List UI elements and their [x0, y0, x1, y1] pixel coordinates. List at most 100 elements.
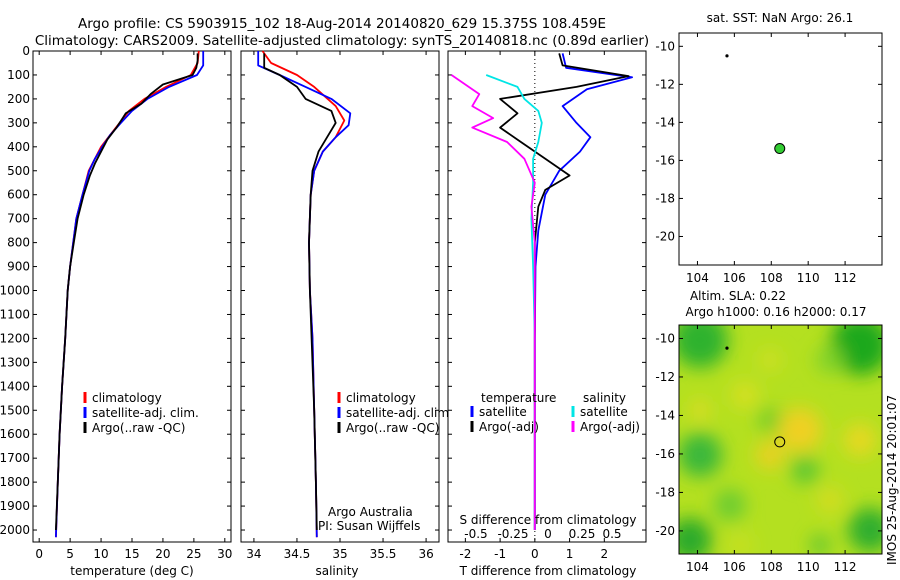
- x-tick-label: 0: [531, 547, 539, 561]
- x-tick-label: 25: [186, 547, 201, 561]
- sla-heat-blob: [816, 346, 844, 374]
- salinity-annotation-1: Argo Australia: [328, 505, 413, 519]
- y-tick-label: 700: [7, 212, 30, 226]
- footer-stamp: IMOS 25-Aug-2014 20:01:07: [885, 395, 899, 565]
- legend-label: Argo(..raw -QC): [346, 421, 439, 435]
- y-tick-label: 300: [7, 116, 30, 130]
- y-tick-label: 200: [7, 92, 30, 106]
- x-tick-label: 5: [66, 547, 74, 561]
- header-line1: Argo profile: CS 5903915_102 18-Aug-2014…: [78, 16, 606, 32]
- header-line2: Climatology: CARS2009. Satellite-adjuste…: [35, 33, 649, 49]
- map-y-tick-label: -12: [655, 370, 675, 384]
- y-tick-label: 1000: [0, 284, 30, 298]
- legend-label: satellite-adj. clim.: [92, 406, 199, 420]
- difference-frame: [447, 50, 647, 543]
- sla-heatmap: [679, 325, 882, 554]
- sla-heat-blob: [810, 535, 830, 554]
- difference-panel: -2 -1 0 1 2-0.5 -0.25 0 0.25 0.5 temperature sali…: [447, 50, 647, 578]
- map-y-tick-label: -20: [655, 524, 675, 538]
- map-y-tick-label: -16: [655, 447, 675, 461]
- sla-map-title-1: Altim. SLA: 0.22: [690, 289, 786, 303]
- legend-label: satellite: [580, 405, 628, 419]
- x-tick-label: 30: [217, 547, 232, 561]
- s-tick-label: 0: [544, 527, 552, 541]
- map-x-tick-label: 110: [797, 560, 820, 574]
- y-tick-label: 1600: [0, 427, 30, 441]
- series-line-argo-raw-qc-: [263, 53, 337, 531]
- legend-label: satellite-adj. clim.: [346, 406, 453, 420]
- salinity-frame: [240, 50, 440, 543]
- s-tick-label: 0.25: [569, 527, 596, 541]
- sla-heat-blob: [760, 350, 780, 370]
- map-x-tick-label: 106: [723, 271, 746, 285]
- series-line-s-argo-adj-: [450, 74, 536, 530]
- sla-heat-blob: [791, 456, 819, 484]
- x-tick-label: 36: [418, 547, 433, 561]
- y-tick-label: 2000: [0, 523, 30, 537]
- y-tick-label: 1400: [0, 379, 30, 393]
- y-tick-label: 1300: [0, 355, 30, 369]
- series-line-s-satellite: [485, 74, 543, 530]
- x-tick-label: 35: [332, 547, 347, 561]
- y-tick-label: 1800: [0, 475, 30, 489]
- y-tick-label: 100: [7, 68, 30, 82]
- map-x-tick-label: 112: [834, 271, 857, 285]
- float-start-star-mark: [725, 346, 729, 350]
- x-tick-label: 1: [566, 547, 574, 561]
- y-tick-label: 800: [7, 236, 30, 250]
- x-tick-label: 34.5: [284, 547, 311, 561]
- map-y-tick-label: -20: [655, 229, 675, 243]
- sla-heat-blob: [679, 518, 712, 554]
- x-tick-label: 15: [124, 547, 139, 561]
- sla-heat-blob: [758, 408, 782, 432]
- map-x-tick-label: 104: [686, 560, 709, 574]
- map-x-tick-label: 108: [760, 271, 783, 285]
- salinity-panel: 34 34.5 35 35.5 36 climatologysatellite-adj.…: [240, 50, 453, 578]
- argo-position-dot: [774, 143, 786, 155]
- difference-xlabel: T difference from climatology: [459, 564, 637, 578]
- x-tick-label: 20: [155, 547, 170, 561]
- x-tick-label: -2: [459, 547, 471, 561]
- map-x-tick-label: 106: [723, 560, 746, 574]
- salinity-annotation-2: PI: Susan Wijffels: [318, 519, 420, 533]
- sla-heat-blob: [690, 400, 710, 420]
- legend-label: Argo(..raw -QC): [92, 421, 185, 435]
- sla-map-frame: [678, 324, 883, 555]
- sla-heat-blob: [679, 325, 728, 368]
- map-y-tick-label: -10: [655, 331, 675, 345]
- map-y-tick-label: -18: [655, 485, 675, 499]
- argo-position-circle: [774, 436, 786, 448]
- sla-heat-blob: [818, 488, 842, 512]
- sla-heat-blob: [679, 433, 722, 477]
- map-x-tick-label: 112: [834, 560, 857, 574]
- legend-label: climatology: [346, 391, 416, 405]
- map-y-tick-label: -14: [655, 115, 675, 129]
- series-line-t-argo-adj-: [499, 53, 630, 530]
- y-tick-label: 1700: [0, 451, 30, 465]
- map-y-tick-label: -16: [655, 153, 675, 167]
- legend-label: climatology: [92, 391, 162, 405]
- y-tick-label: 0: [22, 44, 30, 58]
- legend-label: satellite: [479, 405, 527, 419]
- x-tick-label: 2: [600, 547, 608, 561]
- sla-heat-blob: [714, 489, 746, 521]
- legend-label: Argo(-adj): [580, 420, 640, 434]
- x-tick-label: 10: [93, 547, 108, 561]
- sla-heat-blob: [778, 408, 822, 452]
- float-start-star-mark: [725, 54, 729, 58]
- s-tick-label: 0.5: [602, 527, 621, 541]
- sla-heat-blob: [844, 424, 876, 456]
- map-y-tick-label: -12: [655, 77, 675, 91]
- map-y-tick-label: -18: [655, 191, 675, 205]
- map-y-tick-label: -14: [655, 408, 675, 422]
- x-tick-label: 34: [246, 547, 261, 561]
- x-tick-label: -1: [494, 547, 506, 561]
- y-tick-label: 400: [7, 140, 30, 154]
- y-tick-label: 500: [7, 164, 30, 178]
- difference-top-label: S difference from climatology: [460, 513, 637, 527]
- y-tick-label: 1200: [0, 331, 30, 345]
- temperature-frame: [32, 50, 232, 543]
- sla-heat-blob: [756, 441, 784, 469]
- temperature-panel: 0100200300400500600700800900100011001200…: [0, 44, 232, 578]
